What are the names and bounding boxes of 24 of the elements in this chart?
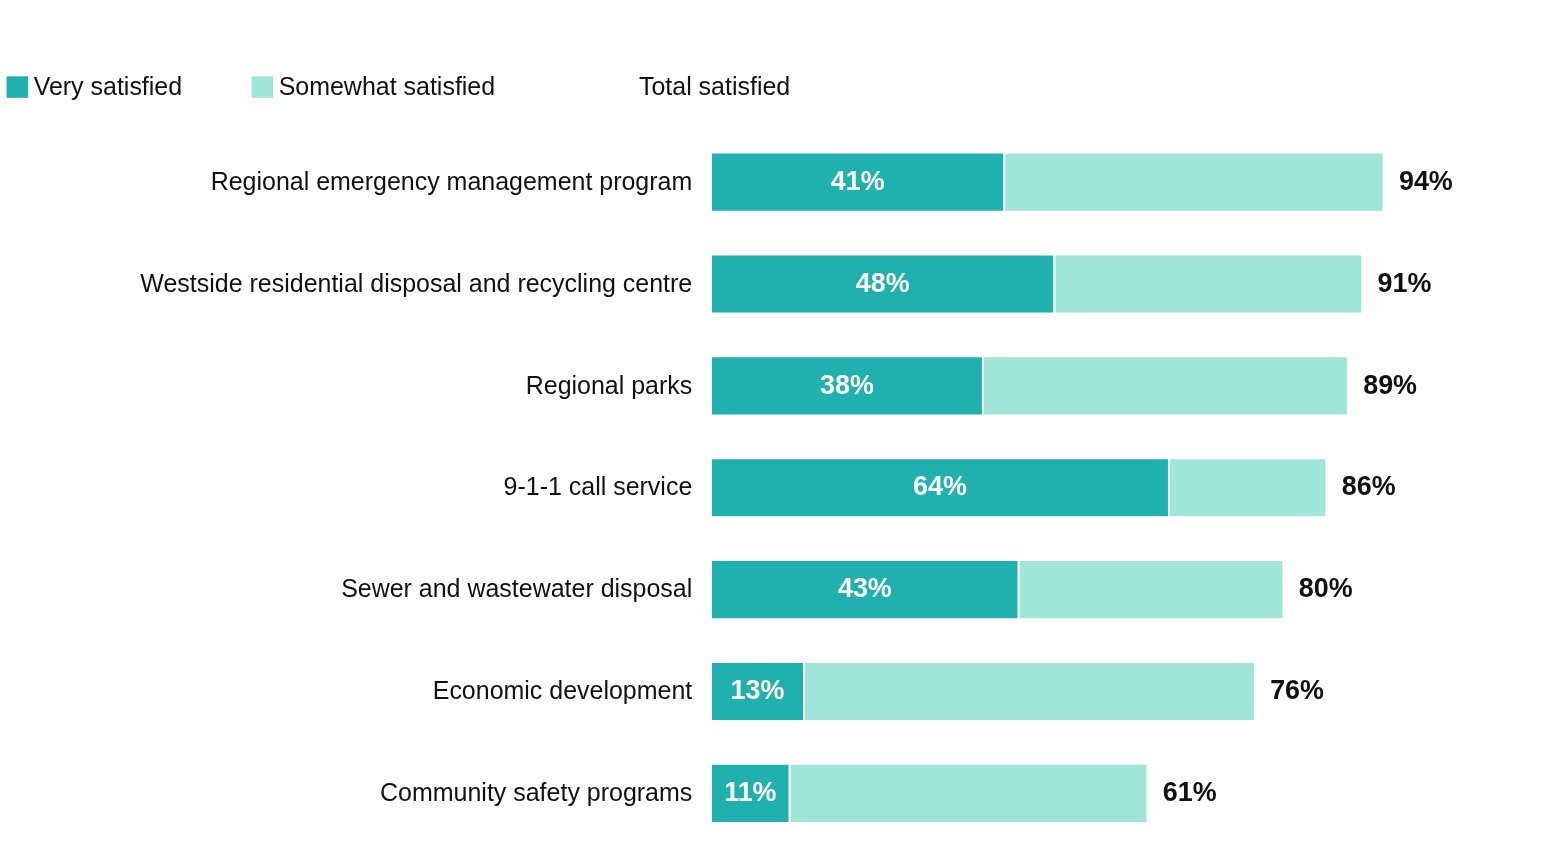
total-label: 89% bbox=[1363, 369, 1418, 400]
data-label: 13% bbox=[730, 675, 785, 706]
y-tick-label: 9-1-1 call service bbox=[503, 472, 693, 501]
text: Total satisfied bbox=[638, 71, 791, 100]
data-label: 48% bbox=[855, 267, 910, 298]
total-label: 91% bbox=[1377, 267, 1432, 298]
y-tick-label: Regional parks bbox=[525, 370, 693, 399]
y-tick-label: Economic development bbox=[432, 676, 693, 705]
data-label: 11% bbox=[724, 777, 777, 808]
y-tick-label: Westside residential disposal and recycling centre bbox=[140, 268, 693, 297]
data-label: 43% bbox=[837, 573, 892, 604]
y-tick-label: Regional emergency management program bbox=[210, 166, 693, 195]
total-label: 76% bbox=[1270, 675, 1325, 706]
total-label: 80% bbox=[1298, 573, 1353, 604]
y-tick-label: Community safety programs bbox=[380, 778, 693, 807]
total-label: 94% bbox=[1398, 165, 1453, 196]
data-label: 64% bbox=[913, 471, 967, 502]
data-label: 38% bbox=[820, 369, 874, 400]
total-label: 61% bbox=[1162, 777, 1217, 808]
data-label: 41% bbox=[830, 165, 885, 196]
total-label: 86% bbox=[1341, 471, 1396, 502]
legend-label: Very satisfied bbox=[33, 71, 183, 100]
y-tick-label: Sewer and wastewater disposal bbox=[341, 574, 693, 603]
legend-label: Somewhat satisfied bbox=[278, 71, 496, 100]
